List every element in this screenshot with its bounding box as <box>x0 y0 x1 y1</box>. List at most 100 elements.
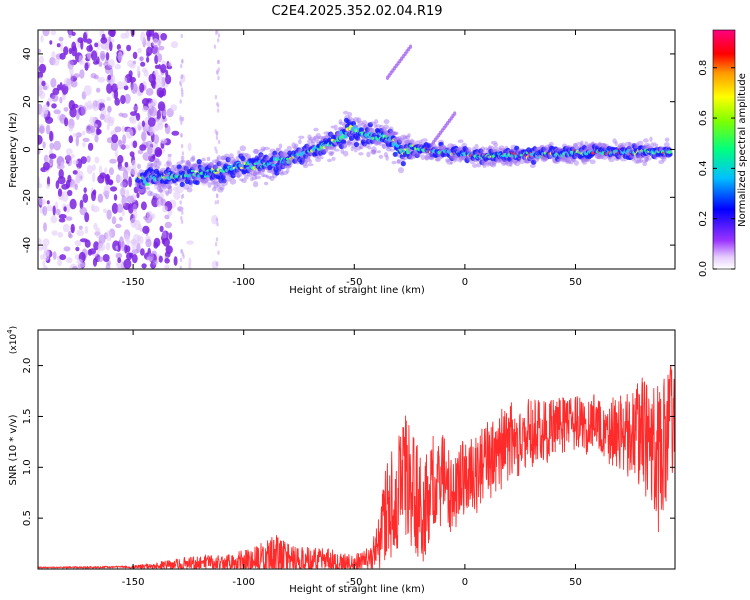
snr-y-tick-label: 2.0 <box>22 358 33 374</box>
heatmap-ridge-halo <box>308 136 314 141</box>
heatmap-ridge-halo <box>252 149 259 154</box>
heatmap-ridge-halo <box>218 162 225 168</box>
heatmap-noise-blob <box>75 246 80 252</box>
heatmap-ridge-halo <box>346 140 352 147</box>
heatmap-noise-blob <box>121 209 125 217</box>
heatmap-noise-blob <box>139 82 145 93</box>
heatmap-ridge-halo <box>558 158 562 162</box>
heatmap-noise-blob <box>164 264 170 269</box>
heatmap-ridge-halo <box>190 165 197 170</box>
heatmap-ridge-halo <box>281 170 289 175</box>
heatmap-ridge-halo <box>227 156 232 162</box>
heatmap-ridge-halo <box>388 130 396 137</box>
heatmap-noise-blob <box>126 44 132 52</box>
heatmap-ridge-body <box>321 149 327 155</box>
heatmap-noise-blob <box>121 195 127 207</box>
heatmap-ridge-halo <box>373 124 378 128</box>
heatmap-noise-blob <box>138 55 144 62</box>
heatmap-noise-blob <box>200 177 209 186</box>
heatmap-ridge-halo <box>544 144 550 150</box>
heatmap-streak-dot <box>214 94 218 100</box>
heatmap-noise-blob <box>160 138 168 144</box>
heatmap-noise-blob <box>164 258 170 264</box>
heatmap-streak-dot <box>215 261 219 267</box>
heatmap-ridge-halo <box>323 131 330 135</box>
heatmap-ridge-halo <box>620 158 627 162</box>
heatmap-ridge-body <box>216 161 222 167</box>
heatmap-ridge-halo <box>385 155 389 161</box>
heatmap-ridge-halo <box>318 135 325 140</box>
heatmap-ridge-halo <box>482 163 487 168</box>
heatmap-ridge-halo <box>542 157 549 161</box>
heatmap-ridge-halo <box>493 142 499 147</box>
heatmap-noise-blob <box>82 130 86 136</box>
heatmap-noise-blob <box>42 260 46 267</box>
heatmap-noise-blob <box>80 156 87 165</box>
heatmap-noise-blob <box>99 113 105 120</box>
heatmap-ridge-halo <box>589 159 596 165</box>
heatmap-noise-blob <box>114 97 120 106</box>
heatmap-noise-blob <box>137 149 144 155</box>
heatmap-noise-blob <box>83 187 87 194</box>
heatmap-ridge-halo <box>209 162 214 167</box>
heatmap-ridge-halo <box>272 154 280 158</box>
heatmap-noise-blob <box>68 47 72 55</box>
heatmap-ridge-halo <box>485 162 492 167</box>
heatmap-noise-blob <box>80 105 87 116</box>
heatmap-noise-blob <box>158 255 163 263</box>
heatmap-noise-blob <box>146 40 151 47</box>
heatmap-ridge-halo <box>189 157 195 162</box>
heatmap-ridge-halo <box>487 161 491 165</box>
snr-marks <box>38 364 675 569</box>
heatmap-ridge-halo <box>370 149 377 155</box>
heatmap-ridge-halo <box>608 156 615 163</box>
heatmap-ridge-body <box>278 151 284 157</box>
heatmap-ridge-body <box>272 150 278 156</box>
heatmap-ridge-body <box>335 131 341 137</box>
heatmap-noise-blob <box>173 190 181 200</box>
heatmap-ridge-halo <box>653 157 658 160</box>
heatmap-noise-blob <box>97 76 106 83</box>
heatmap-noise-blob <box>126 195 135 204</box>
heatmap-ridge-halo <box>565 156 572 163</box>
heatmap-ridge-body <box>220 174 226 180</box>
heatmap-ridge-halo <box>573 142 577 148</box>
heatmap-ridge-halo <box>285 168 290 173</box>
colorbar-tick-label: 0.0 <box>698 261 709 277</box>
heatmap-ridge-halo <box>221 180 228 187</box>
heatmap-noise-blob <box>105 65 111 74</box>
heatmap-noise-blob <box>126 252 133 261</box>
heatmap-ridge-halo <box>259 153 265 157</box>
heatmap-noise-blob <box>154 161 161 170</box>
heatmap-ridge-halo <box>261 172 265 178</box>
heatmap-ridge-halo <box>517 148 522 152</box>
heatmap-ridge-halo <box>278 143 283 149</box>
heatmap-ridge-halo <box>298 139 302 145</box>
heatmap-noise-blob <box>114 126 122 133</box>
colorbar: 0.0 0.2 0.4 0.6 0.8 Normalized spectral ampl… <box>698 29 748 277</box>
heatmap-noise-blob <box>132 140 138 149</box>
heatmap-noise-blob <box>130 111 137 116</box>
snr-y-tick-label: 1.5 <box>22 408 33 424</box>
heatmap-ridge-halo <box>501 160 507 166</box>
heatmap-noise-blob <box>92 172 96 183</box>
heatmap-ridge-halo <box>404 140 410 144</box>
heatmap-ridge-core <box>343 134 348 139</box>
heatmap-ridge-body <box>396 139 402 145</box>
heatmap-ridge-halo <box>153 192 158 199</box>
heatmap-ridge-halo <box>201 177 208 184</box>
heatmap-ridge-halo <box>269 175 275 181</box>
heatmap-ridge-halo <box>407 133 411 138</box>
heatmap-noise-blob <box>160 33 168 41</box>
heatmap-ridge-halo <box>483 147 489 151</box>
heatmap-streak-dot <box>180 194 184 200</box>
heatmap-ridge-halo <box>457 139 464 143</box>
heatmap-ridge-halo <box>397 137 405 143</box>
heatmap-ridge-halo <box>458 158 462 163</box>
heatmap-noise-blob <box>107 105 112 113</box>
heatmap-ridge-halo <box>312 136 317 141</box>
heatmap-ridge-halo <box>565 161 572 165</box>
heatmap-ridge-halo <box>216 160 223 164</box>
heatmap-noise-blob <box>152 213 156 219</box>
